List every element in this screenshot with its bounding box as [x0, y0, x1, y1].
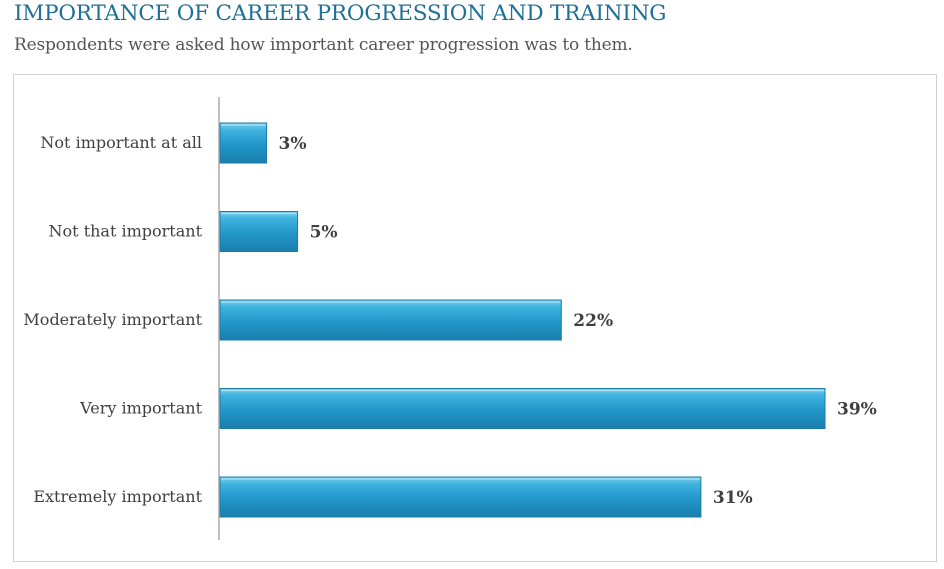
category-label: Extremely important: [33, 487, 202, 506]
bar: [219, 299, 562, 341]
category-label: Moderately important: [23, 310, 202, 329]
bar: [219, 476, 702, 518]
chart-title: IMPORTANCE OF CAREER PROGRESSION AND TRA…: [14, 1, 667, 26]
category-label: Not that important: [49, 222, 203, 241]
category-label: Very important: [79, 399, 202, 418]
value-label: 3%: [279, 134, 307, 154]
bar: [219, 211, 299, 252]
value-label: 22%: [573, 311, 613, 331]
bar: [219, 388, 826, 429]
category-label: Not important at all: [40, 133, 202, 152]
value-label: 39%: [837, 400, 877, 420]
chart-subtitle: Respondents were asked how important car…: [14, 35, 633, 55]
bar: [219, 122, 268, 164]
value-label: 31%: [713, 488, 753, 508]
value-label: 5%: [310, 223, 338, 243]
